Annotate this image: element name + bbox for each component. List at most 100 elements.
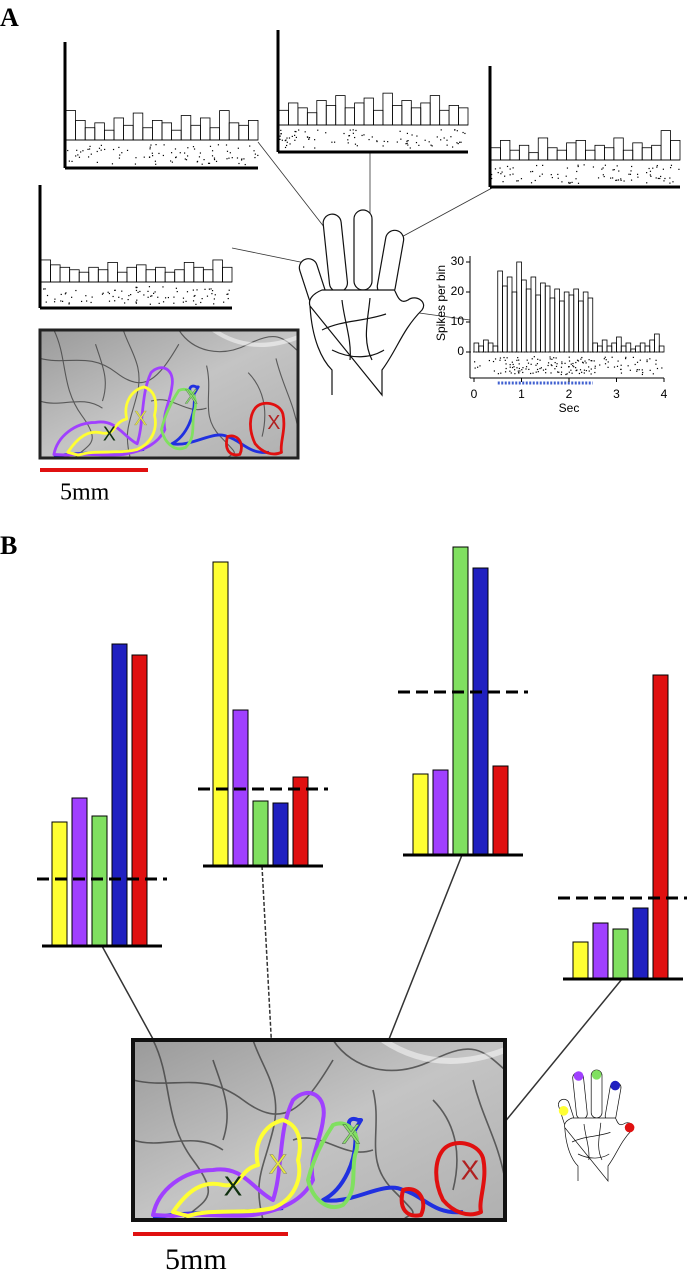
raster-dot — [149, 146, 151, 148]
raster-dot — [534, 179, 536, 182]
raster-dot — [164, 297, 167, 299]
raster-dot — [285, 144, 288, 147]
raster-dot — [512, 167, 514, 169]
raster-dot — [196, 161, 198, 163]
raster-dot — [363, 134, 365, 136]
bar — [592, 922, 609, 980]
bar — [492, 765, 509, 856]
raster-dot — [602, 167, 604, 169]
raster-dot — [192, 289, 194, 291]
histogram-bar — [183, 261, 195, 283]
histogram-bar — [582, 291, 589, 353]
raster-dot — [620, 364, 622, 366]
raster-dot — [459, 141, 461, 143]
raster-dot — [284, 146, 287, 149]
histogram-bar — [559, 300, 565, 353]
raster-dot — [572, 365, 574, 367]
raster-dot — [550, 364, 552, 366]
y-tick-label: 20 — [451, 284, 465, 298]
raster-dot — [568, 181, 570, 184]
brain-image — [133, 1040, 505, 1220]
raster-dot — [512, 363, 514, 366]
raster-dot — [157, 296, 159, 298]
raster-dot — [150, 144, 152, 146]
raster-dot — [148, 286, 151, 288]
histogram-bar — [487, 342, 494, 353]
raster-dot — [462, 131, 464, 134]
bar — [91, 815, 108, 947]
histogram-bar — [578, 300, 584, 353]
raster-dot — [281, 139, 283, 141]
bar — [452, 546, 469, 856]
raster-dot — [185, 300, 187, 302]
raster-dot — [201, 163, 203, 165]
raster-dot — [564, 362, 566, 364]
raster-dot — [518, 359, 520, 361]
raster-dot — [649, 358, 651, 360]
raster-dot — [605, 359, 607, 361]
raster-dot — [60, 293, 62, 296]
raster-dot — [87, 156, 90, 158]
raster-dot — [539, 175, 541, 177]
raster-dot — [530, 182, 533, 184]
histogram-bar — [622, 149, 634, 161]
raster-dot — [368, 138, 370, 141]
histogram-bar — [641, 147, 653, 161]
histogram-bar — [604, 147, 615, 161]
raster-dot — [254, 153, 256, 155]
raster-dot — [418, 144, 420, 146]
raster-dot — [579, 369, 582, 371]
raster-dot — [314, 147, 316, 149]
raster-dot — [603, 175, 605, 178]
raster-dot — [71, 160, 73, 163]
raster-dot — [656, 164, 658, 167]
raster-dot — [582, 362, 584, 364]
histogram-bar — [549, 297, 556, 353]
histogram-bar — [97, 269, 109, 283]
raster-dot — [504, 359, 506, 361]
raster-dot — [570, 369, 572, 371]
histogram-bar — [117, 271, 128, 283]
raster-dot — [551, 358, 553, 360]
histogram-bar — [556, 149, 568, 161]
raster-dot — [547, 362, 550, 364]
bar — [131, 654, 148, 947]
raster-dot — [347, 139, 349, 141]
raster-dot — [545, 372, 547, 374]
bar — [111, 643, 128, 947]
scale-label: 5mm — [165, 1243, 227, 1276]
raster-dot — [354, 143, 357, 145]
raster-dot — [409, 147, 411, 149]
histogram-bar — [521, 279, 527, 353]
histogram-bar — [88, 266, 99, 283]
raster-dot — [554, 368, 556, 370]
bar-chart — [398, 546, 528, 857]
histogram-bar — [535, 294, 541, 353]
raster-dot — [631, 165, 633, 168]
raster-dot — [102, 292, 104, 294]
x-tick-label: 0 — [471, 387, 478, 401]
raster-dot — [443, 137, 445, 139]
raster-dot — [575, 178, 577, 180]
raster-dot — [566, 373, 568, 375]
raster-dot — [678, 168, 680, 170]
bar-chart — [198, 561, 328, 868]
raster-dot — [620, 178, 622, 180]
raster-dot — [416, 135, 418, 137]
raster-dot — [286, 137, 288, 139]
raster-dot — [211, 290, 214, 292]
raster-dot — [121, 290, 123, 292]
raster-dot — [193, 148, 196, 150]
raster-dot — [383, 140, 385, 142]
histogram-bar — [620, 345, 627, 353]
histogram-bar — [540, 282, 546, 353]
raster-dot — [143, 156, 145, 158]
raster-dot — [630, 179, 633, 181]
raster-dot — [228, 157, 230, 159]
bar-chart — [558, 674, 687, 981]
raster-dot — [229, 152, 231, 154]
raster-dot — [371, 136, 373, 138]
raster-dot — [135, 301, 137, 303]
raster-dot — [86, 300, 88, 302]
